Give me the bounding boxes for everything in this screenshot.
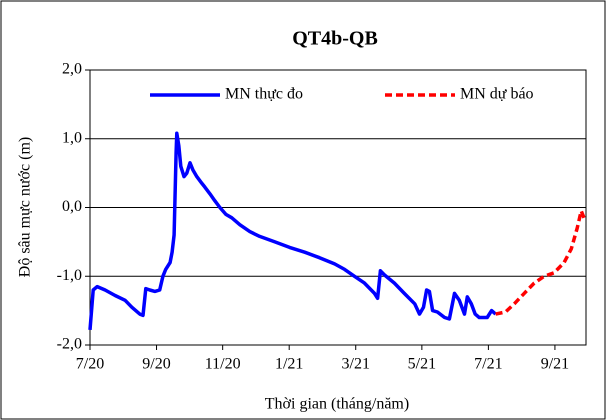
x-tick-label: 1/21: [275, 356, 303, 373]
x-tick-label: 9/21: [541, 356, 569, 373]
x-tick-label: 11/20: [205, 356, 241, 373]
legend-label: MN dự báo: [460, 86, 534, 103]
x-tick-label: 3/21: [342, 356, 370, 373]
y-tick-label: 0,0: [62, 198, 82, 215]
series-line: [495, 209, 586, 316]
y-tick-label: 2,0: [62, 61, 82, 78]
plot-border: [89, 69, 587, 346]
chart-title: QT4b-QB: [292, 28, 378, 50]
y-tick-label: -2,0: [57, 336, 82, 353]
x-axis-label: Thời gian (tháng/năm): [265, 396, 409, 413]
y-tick-label: 1,0: [62, 129, 82, 146]
x-tick-label: 9/20: [142, 356, 170, 373]
y-tick-label: -1,0: [57, 267, 82, 284]
x-tick-label: 7/20: [76, 356, 104, 373]
series-line: [88, 131, 497, 331]
legend-label: MN thực đo: [225, 86, 303, 103]
x-tick-label: 5/21: [408, 356, 436, 373]
y-axis-label: Độ sâu mực nước (m): [17, 137, 34, 277]
x-tick-label: 7/21: [474, 356, 502, 373]
